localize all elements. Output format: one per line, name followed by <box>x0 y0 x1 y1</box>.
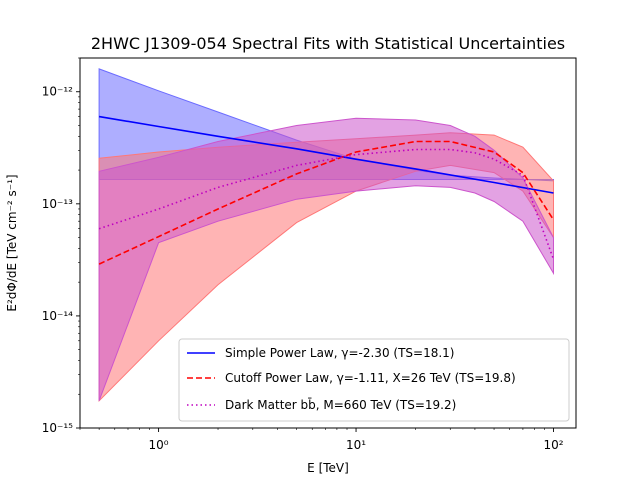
dark-matter-line <box>98 148 555 260</box>
x-tick-label: 10² <box>543 438 563 452</box>
x-tick-label: 10⁰ <box>149 438 169 452</box>
legend-entries: Simple Power Law, γ=-2.30 (TS=18.1) Cutof… <box>187 346 516 412</box>
dark-matter-band <box>98 117 554 401</box>
y-tick-label: 10⁻¹² <box>42 85 73 99</box>
plot-frame <box>79 57 577 429</box>
cutoff-power-law-line <box>98 140 555 265</box>
uncertainty-bands <box>98 68 554 403</box>
legend: Simple Power Law, γ=-2.30 (TS=18.1) Cutof… <box>178 338 570 422</box>
y-tick-label: 10⁻¹³ <box>42 197 73 211</box>
legend-box <box>178 338 570 422</box>
power-law-legend-label: Simple Power Law, γ=-2.30 (TS=18.1) <box>225 346 454 360</box>
x-tick-label: 10¹ <box>346 438 366 452</box>
dark-matter-legend-label: Dark Matter bb̄, M=660 TeV (TS=19.2) <box>225 398 456 412</box>
y-tick-label: 10⁻¹⁵ <box>42 421 73 435</box>
x-axis-label: E [TeV] <box>307 461 349 475</box>
y-tick-label: 10⁻¹⁴ <box>42 309 73 323</box>
cutoff-power-law-legend-label: Cutoff Power Law, γ=-1.11, X=26 TeV (TS=… <box>225 371 516 385</box>
chart-title: 2HWC J1309-054 Spectral Fits with Statis… <box>91 34 565 53</box>
fit-lines <box>98 115 555 265</box>
power-law-line <box>98 115 554 194</box>
y-axis-label: E²dΦ/dE [TeV cm⁻² s⁻¹] <box>5 174 19 311</box>
